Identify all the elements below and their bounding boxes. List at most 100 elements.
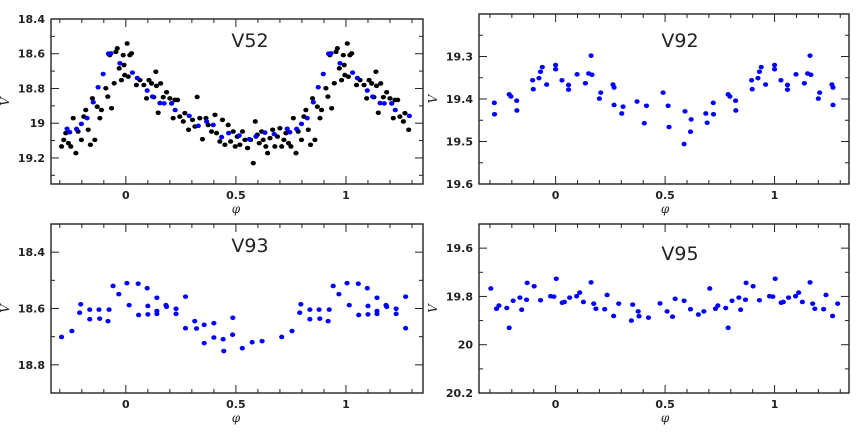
data-point: [375, 110, 381, 116]
data-point: [124, 280, 130, 286]
data-point: [496, 303, 502, 308]
data-point: [643, 103, 650, 109]
data-point: [96, 307, 102, 312]
panel-v92: 0 0.5 1 19.3 19.4 19.5 19.6 φ V V92: [426, 13, 850, 216]
data-point: [580, 299, 587, 305]
y-axis-label: V: [0, 96, 12, 106]
data-point: [657, 301, 663, 306]
data-point: [116, 291, 122, 297]
data-point: [201, 322, 207, 328]
data-point: [225, 122, 231, 128]
data-point: [182, 110, 188, 116]
data-point: [97, 316, 103, 321]
data-point: [283, 130, 289, 136]
data-point: [799, 299, 805, 305]
data-point: [738, 307, 744, 313]
x-tick-label: 0.5: [655, 398, 675, 411]
data-point: [68, 144, 74, 149]
data-point: [577, 290, 583, 295]
data-point: [78, 137, 84, 143]
data-point: [328, 51, 334, 56]
data-point: [105, 318, 111, 324]
data-point: [364, 88, 370, 93]
data-point: [153, 69, 159, 75]
data-point: [402, 110, 408, 116]
data-point: [567, 295, 573, 300]
data-point: [807, 53, 813, 58]
data-point: [400, 119, 407, 124]
data-point: [267, 135, 273, 141]
data-point: [349, 51, 355, 56]
data-point: [378, 81, 384, 86]
data-point: [701, 309, 707, 314]
data-point: [593, 306, 599, 312]
data-point: [129, 70, 136, 75]
data-point: [338, 77, 345, 83]
x-tick-label: 0: [122, 189, 130, 202]
data-point: [506, 325, 512, 331]
data-point: [182, 294, 189, 299]
data-point: [792, 293, 799, 299]
data-point: [163, 89, 170, 95]
data-point: [155, 110, 161, 116]
y-axis-label: V: [426, 93, 440, 103]
data-point: [157, 100, 163, 106]
data-point: [611, 102, 617, 108]
data-point: [598, 90, 604, 95]
data-point: [821, 306, 827, 312]
data-point: [619, 111, 625, 116]
data-point: [199, 136, 206, 142]
data-point: [271, 131, 277, 137]
data-point: [317, 115, 323, 121]
data-point: [173, 311, 179, 317]
data-point: [153, 83, 160, 89]
data-point: [211, 335, 217, 340]
data-point: [695, 312, 701, 317]
data-point: [218, 134, 225, 140]
data-point: [169, 101, 175, 106]
data-point: [665, 103, 671, 109]
data-point: [84, 115, 90, 121]
data-point: [220, 336, 226, 342]
data-point: [108, 51, 114, 56]
data-point: [393, 311, 399, 317]
data-point: [173, 306, 179, 312]
data-point: [117, 60, 123, 66]
data-point: [589, 72, 595, 78]
data-point: [213, 130, 220, 136]
data-point: [128, 51, 135, 56]
data-point: [664, 309, 670, 314]
y-axis-label: V: [0, 303, 12, 313]
data-point: [749, 86, 755, 92]
data-point: [530, 78, 536, 83]
data-point: [108, 105, 115, 111]
data-point: [145, 312, 151, 317]
series-blue: [64, 51, 412, 142]
data-point: [154, 311, 160, 317]
data-point: [170, 115, 176, 121]
data-point: [588, 280, 594, 285]
data-point: [326, 307, 332, 312]
data-point: [504, 305, 510, 311]
data-point: [710, 100, 716, 106]
data-point: [78, 301, 84, 307]
data-point: [812, 306, 818, 312]
data-point: [294, 126, 300, 132]
data-point: [230, 129, 236, 134]
data-point: [303, 107, 309, 113]
data-point: [92, 137, 98, 143]
data-point: [808, 72, 814, 78]
panel-v93: 0 0.5 1 18.4 18.6 18.8 φ V V93: [0, 223, 424, 425]
data-point: [758, 64, 764, 70]
data-point: [87, 307, 93, 312]
data-point: [537, 297, 544, 303]
data-point: [277, 125, 283, 131]
data-point: [201, 340, 207, 346]
data-point: [135, 281, 141, 287]
y-tick-label: 18.4: [18, 246, 45, 259]
data-point: [815, 96, 821, 101]
data-point: [524, 280, 530, 286]
data-point: [222, 142, 228, 148]
data-point: [317, 316, 323, 321]
data-point: [204, 119, 210, 124]
